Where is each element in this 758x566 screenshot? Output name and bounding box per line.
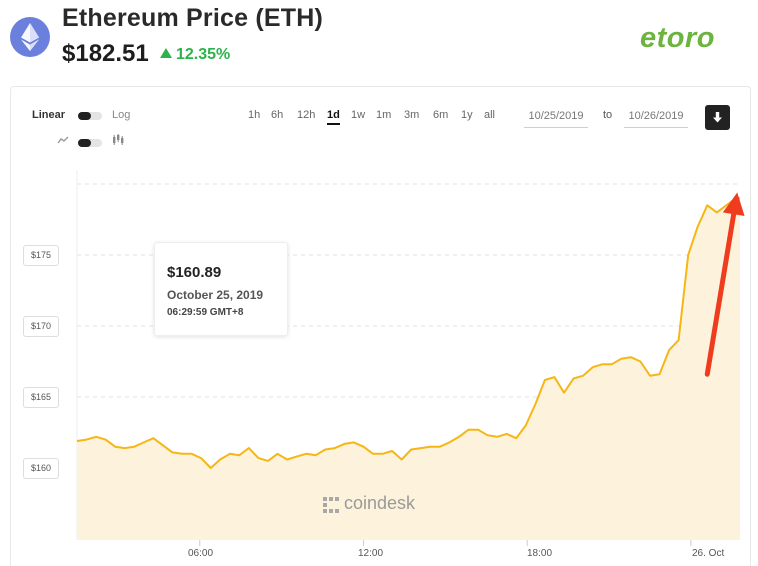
coindesk-logo-icon xyxy=(323,497,339,513)
y-tick-label: $175 xyxy=(23,245,59,266)
x-tick-label: 06:00 xyxy=(188,548,214,559)
tooltip-price: $160.89 xyxy=(167,264,222,281)
price-area-fill xyxy=(77,198,740,540)
price-change: 12.35% xyxy=(160,46,230,64)
scale-toggle-knob xyxy=(78,112,91,120)
range-1d[interactable]: 1d xyxy=(327,109,340,125)
range-1w[interactable]: 1w xyxy=(351,109,366,121)
price-change-value: 12.35% xyxy=(176,46,231,63)
download-icon xyxy=(713,112,722,123)
etoro-logo[interactable]: etoro xyxy=(640,22,715,55)
page-title: Ethereum Price (ETH) xyxy=(62,4,324,32)
x-tick-label: 18:00 xyxy=(527,548,553,559)
range-12h[interactable]: 12h xyxy=(297,109,316,121)
range-3m[interactable]: 3m xyxy=(404,109,420,121)
date-to-input[interactable]: 10/26/2019 xyxy=(624,107,688,128)
range-1h[interactable]: 1h xyxy=(248,109,261,121)
y-tick-label: $160 xyxy=(23,458,59,479)
annotation-arrow-head xyxy=(722,192,745,217)
y-tick-label: $170 xyxy=(23,316,59,337)
scale-toggle[interactable] xyxy=(78,112,102,120)
range-1y[interactable]: 1y xyxy=(461,109,473,121)
tooltip-time: 06:29:59 GMT+8 xyxy=(167,307,244,318)
chart-type-toggle-knob xyxy=(78,139,91,147)
line-chart-icon[interactable] xyxy=(57,136,69,144)
chart-type-toggle[interactable] xyxy=(78,139,102,147)
annotation-arrow-shaft xyxy=(704,211,737,377)
price-line xyxy=(76,197,740,469)
range-all[interactable]: all xyxy=(484,109,496,121)
x-tick-label: 26. Oct xyxy=(692,548,725,559)
up-arrow-icon xyxy=(160,48,172,58)
ethereum-logo-icon xyxy=(10,17,50,57)
scale-log-label[interactable]: Log xyxy=(112,109,131,121)
date-from-input[interactable]: 10/25/2019 xyxy=(524,107,588,128)
scale-linear-label[interactable]: Linear xyxy=(32,109,66,121)
range-6m[interactable]: 6m xyxy=(433,109,449,121)
etoro-logo-text: etoro xyxy=(640,22,715,54)
candlestick-icon[interactable] xyxy=(112,134,124,146)
x-tick-label: 12:00 xyxy=(358,548,384,559)
watermark-text: coindesk xyxy=(344,493,416,513)
current-price: $182.51 xyxy=(62,40,149,67)
chart-tooltip: $160.89 October 25, 2019 06:29:59 GMT+8 xyxy=(154,242,288,336)
download-button[interactable] xyxy=(705,105,730,130)
date-to-label: to xyxy=(603,109,613,121)
y-tick-label: $165 xyxy=(23,387,59,408)
range-1m[interactable]: 1m xyxy=(376,109,392,121)
tooltip-date: October 25, 2019 xyxy=(167,288,264,302)
range-6h[interactable]: 6h xyxy=(271,109,284,121)
